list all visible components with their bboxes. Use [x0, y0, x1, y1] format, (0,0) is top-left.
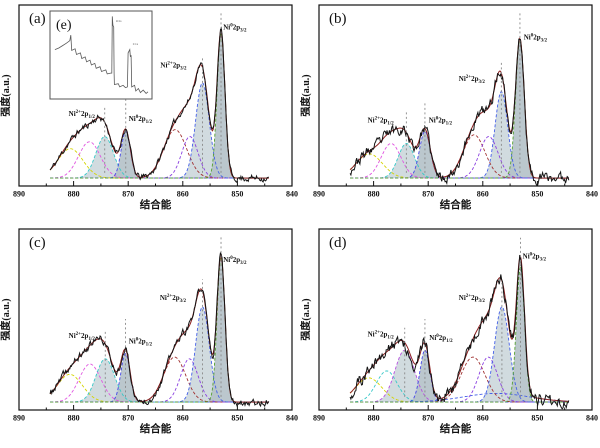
y-axis-label: 强度(a.u.): [300, 298, 312, 340]
peak-annotation: Ni02p3/2: [523, 252, 547, 262]
x-axis-label: 结合能: [440, 422, 472, 435]
peak-annotation: Ni02p3/2: [223, 23, 247, 33]
panel-d: 840 850 860 870 880 890 结合能 强度(a.u.) (d) Ni2+2p1/…: [300, 228, 598, 435]
peak-fill-area: [350, 350, 569, 403]
raw-spectrum-curve: [349, 254, 570, 410]
component-peak-curve: [350, 265, 569, 403]
peak-annotation: Ni2+2p3/2: [160, 294, 187, 304]
x-tick-label: 870: [122, 190, 134, 199]
panel-letter: (b): [329, 11, 347, 27]
component-peak-curve: [50, 352, 269, 403]
y-axis-label: 强度(a.u.): [0, 298, 12, 340]
component-peak-curve: [50, 129, 269, 179]
x-axis-label: 结合能: [440, 198, 472, 211]
peak-annotation: Ni02p1/2: [129, 115, 153, 125]
raw-spectrum-curve: [49, 26, 269, 184]
peak-annotation: Ni2+2p1/2: [69, 332, 96, 342]
x-axis-label: 结合能: [140, 198, 172, 211]
component-peak-curve: [49, 373, 269, 403]
fit-envelope-curve: [349, 255, 569, 402]
peak-annotation: Ni2+2p1/2: [368, 330, 395, 340]
x-tick-label: 840: [586, 190, 598, 199]
y-axis-label: 强度(a.u.): [300, 74, 312, 116]
component-peak-curve: [50, 358, 269, 403]
peak-fill-area: [350, 267, 569, 403]
inset-peak-label: C1s: [133, 42, 139, 46]
panel-letter: (d): [329, 235, 347, 251]
raw-spectrum-curve: [349, 38, 570, 187]
peak-fill-area: [50, 136, 269, 179]
panel-a: 840 850 860 870 880 890 结合能 强度(a.u.) (a) Ni2+2p1/…: [0, 4, 298, 211]
component-peak-curve: [350, 349, 569, 403]
peak-annotation: Ni2+2p3/2: [459, 294, 486, 304]
x-tick-label: 890: [13, 190, 25, 199]
y-axis-label: 强度(a.u.): [0, 74, 12, 116]
component-peak-curve: [50, 363, 269, 403]
component-peak-curve: [350, 39, 569, 179]
panel-letter: (c): [29, 235, 46, 251]
component-peak-curve: [50, 136, 269, 179]
peak-fill-area: [350, 350, 569, 403]
fit-envelope-curve: [349, 37, 569, 179]
x-tick-label: 840: [286, 190, 298, 199]
peak-fill-area: [50, 353, 269, 403]
panel-letter: (a): [29, 11, 46, 27]
panel-b: 840 850 860 870 880 890 结合能 强度(a.u.) (b) Ni2+2p1/…: [300, 4, 598, 211]
x-tick-label: 870: [122, 414, 134, 423]
x-tick-label: 850: [231, 414, 243, 423]
x-tick-label: 880: [68, 414, 80, 423]
peak-fill-area: [350, 143, 569, 179]
x-tick-label: 840: [286, 414, 298, 423]
x-tick-label: 870: [422, 190, 434, 199]
component-peak-curve: [350, 349, 569, 403]
x-tick-label: 870: [422, 414, 434, 423]
component-peak-curve: [350, 136, 569, 179]
x-tick-label: 850: [531, 190, 543, 199]
peak-annotation: Ni2+2p3/2: [459, 75, 486, 85]
x-tick-label: 860: [177, 190, 189, 199]
raw-spectrum-curve: [49, 252, 270, 408]
plot-box: [18, 228, 293, 411]
inset-survey-curve: [54, 16, 149, 94]
x-tick-label: 890: [13, 414, 25, 423]
peak-annotation: Ni2+2p1/2: [69, 110, 96, 120]
component-peak-curve: [350, 134, 569, 179]
peak-fill-area: [50, 131, 269, 179]
peak-annotation: Ni02p1/2: [429, 117, 453, 127]
x-axis-label: 结合能: [140, 422, 172, 435]
peak-annotation: Ni02p3/2: [223, 256, 247, 266]
peak-annotation: Ni02p1/2: [129, 337, 153, 347]
panel-c: 840 850 860 870 880 890 结合能 强度(a.u.) (c) Ni2+2p1/…: [0, 228, 298, 435]
component-peak-curve: [49, 148, 269, 179]
x-tick-label: 850: [231, 190, 243, 199]
fit-envelope-curve: [49, 254, 269, 403]
x-tick-label: 890: [313, 190, 325, 199]
peak-annotation: Ni2+2p3/2: [160, 61, 187, 71]
component-peak-curve: [50, 255, 269, 403]
x-tick-label: 890: [313, 414, 325, 423]
x-tick-label: 840: [586, 414, 598, 423]
peak-annotation: Ni02p3/2: [524, 34, 548, 44]
component-peak-curve: [50, 358, 269, 403]
peak-fill-area: [350, 40, 569, 179]
x-tick-label: 860: [477, 190, 489, 199]
peak-fill-area: [50, 257, 269, 403]
x-tick-label: 860: [177, 414, 189, 423]
peak-fill-area: [50, 358, 269, 403]
x-tick-label: 860: [477, 414, 489, 423]
peak-annotation: Ni2+2p1/2: [368, 117, 395, 127]
inset-panel-letter: (e): [56, 18, 72, 33]
component-peak-curve: [50, 136, 269, 179]
inset-box: [49, 10, 153, 100]
component-peak-curve: [50, 356, 269, 403]
x-tick-label: 880: [368, 190, 380, 199]
x-tick-label: 880: [368, 414, 380, 423]
x-tick-label: 880: [68, 190, 80, 199]
inset-peak-label: O1s: [116, 19, 122, 23]
peak-fill-area: [50, 33, 269, 179]
component-peak-curve: [50, 130, 269, 179]
x-tick-label: 850: [531, 414, 543, 423]
peak-annotation: Ni02p1/2: [429, 334, 453, 344]
